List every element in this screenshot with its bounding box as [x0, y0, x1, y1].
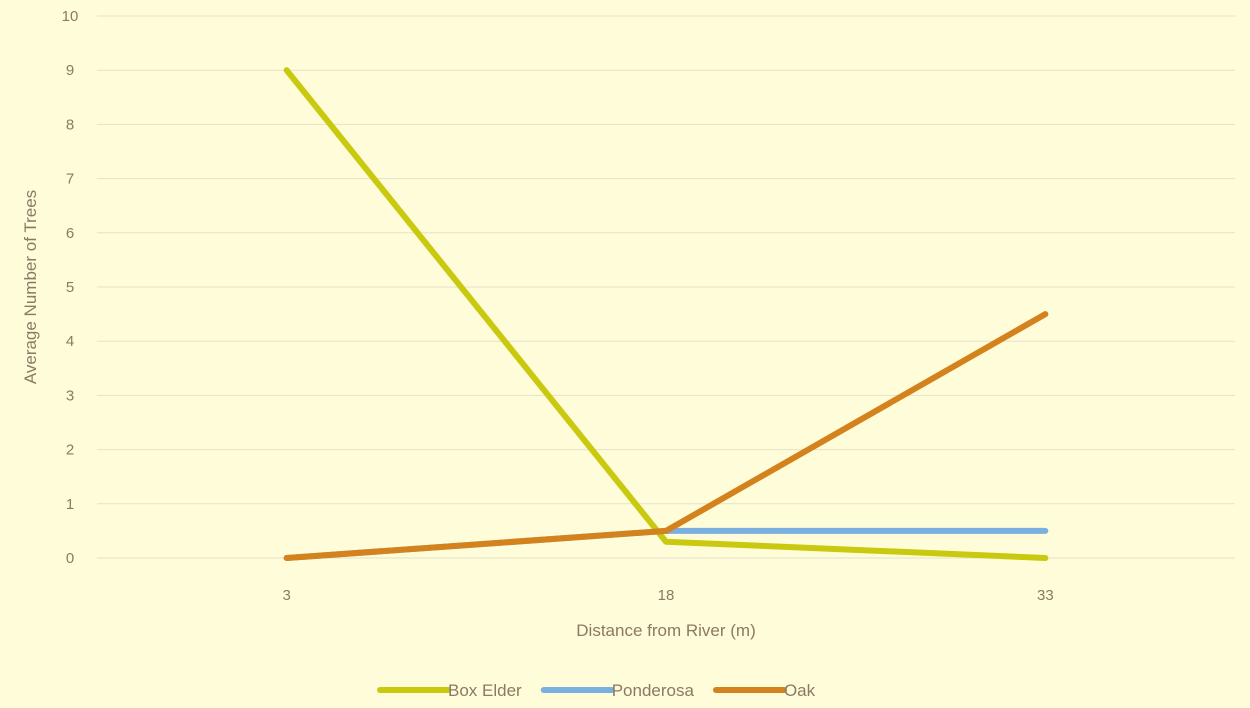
y-axis-title: Average Number of Trees [21, 190, 40, 384]
x-tick-label: 33 [1037, 587, 1054, 604]
y-tick-label: 4 [66, 333, 74, 350]
x-axis-title: Distance from River (m) [576, 621, 755, 640]
series-line-box-elder [283, 67, 1049, 561]
y-tick-label: 0 [66, 550, 74, 567]
y-tick-label: 1 [66, 496, 74, 513]
gridlines [97, 15, 1235, 559]
series-lines [283, 67, 1049, 561]
y-tick-label: 2 [66, 442, 74, 459]
legend-label: Oak [784, 681, 816, 700]
y-tick-label: 10 [62, 8, 79, 25]
y-tick-label: 8 [66, 116, 74, 133]
legend-label: Ponderosa [612, 681, 695, 700]
legend: Box Elder Ponderosa Oak [377, 681, 816, 700]
y-tick-label: 6 [66, 225, 74, 242]
y-tick-label: 7 [66, 171, 74, 188]
legend-label: Box Elder [448, 681, 522, 700]
y-tick-label: 5 [66, 279, 74, 296]
x-tick-label: 18 [658, 587, 675, 604]
y-tick-label: 9 [66, 62, 74, 79]
series-line-oak [283, 311, 1049, 561]
x-tick-label: 3 [282, 587, 290, 604]
y-axis-ticks: 0 1 2 3 4 5 6 7 8 9 10 [62, 8, 79, 567]
x-axis-ticks: 3 18 33 [282, 587, 1053, 604]
y-tick-label: 3 [66, 387, 74, 404]
